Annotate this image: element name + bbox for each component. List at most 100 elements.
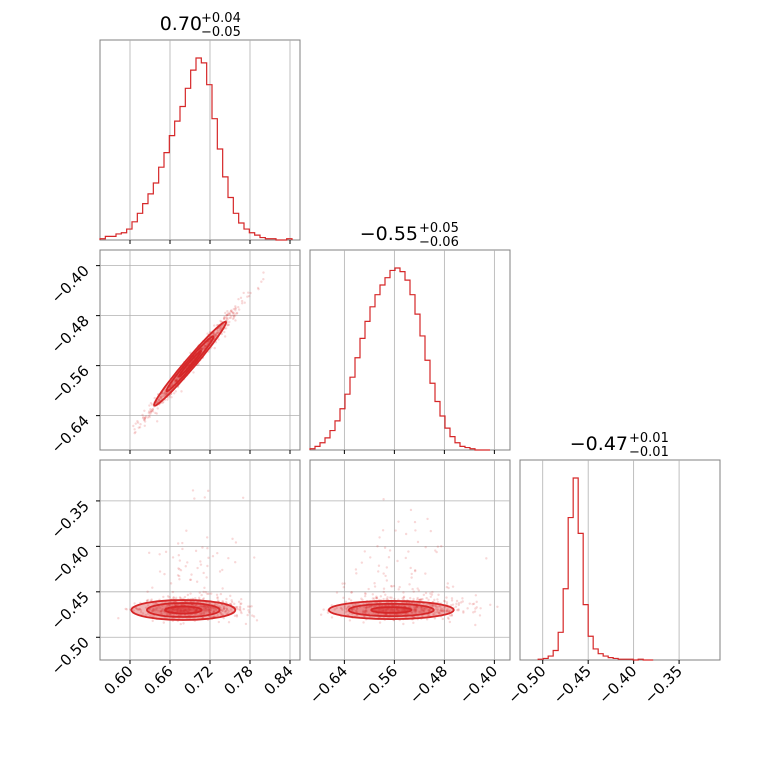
sample-point: [136, 420, 139, 423]
sample-point: [238, 608, 241, 612]
sample-point: [374, 608, 377, 612]
sample-point: [221, 568, 224, 572]
sample-point: [233, 602, 236, 606]
sample-point: [389, 584, 393, 588]
sample-point: [439, 612, 442, 615]
sample-point: [202, 612, 206, 615]
sample-point: [206, 564, 209, 568]
sample-point: [225, 317, 228, 320]
sample-point: [220, 612, 223, 616]
sample-point: [262, 271, 265, 274]
sample-point: [207, 489, 210, 493]
sample-point: [235, 615, 239, 618]
sample-point: [224, 327, 228, 330]
sample-point: [440, 609, 443, 612]
sample-point: [228, 313, 231, 316]
sample-point: [178, 607, 181, 610]
sample-point: [419, 606, 422, 609]
sample-point: [237, 297, 240, 301]
density-contour: [164, 605, 203, 615]
sample-point: [214, 333, 218, 336]
sample-point: [421, 609, 424, 612]
sample-point: [485, 557, 488, 560]
sample-point: [204, 605, 207, 608]
sample-point: [386, 604, 389, 607]
sample-point: [446, 582, 449, 585]
sample-point: [342, 585, 346, 589]
sample-point: [224, 311, 227, 315]
sample-point: [438, 609, 442, 612]
sample-point: [420, 607, 423, 610]
sample-point: [383, 546, 387, 549]
sample-point: [143, 409, 146, 412]
sample-point: [139, 610, 143, 614]
sample-point: [385, 597, 388, 601]
sample-point: [229, 310, 232, 313]
sample-point: [178, 603, 181, 606]
sample-point: [234, 305, 237, 308]
sample-point: [144, 416, 147, 419]
sample-point: [225, 612, 228, 615]
sample-point: [376, 613, 379, 616]
sample-point: [143, 417, 147, 420]
sample-point: [184, 608, 188, 612]
sample-point: [183, 595, 187, 599]
sample-point: [231, 311, 235, 314]
sample-point: [146, 416, 150, 419]
sample-point: [225, 607, 228, 610]
sample-point: [137, 608, 140, 612]
sample-point: [459, 601, 463, 604]
sample-point: [145, 599, 149, 602]
sample-point: [342, 596, 345, 599]
x-tick-label: 0.60: [100, 662, 136, 698]
sample-point: [413, 608, 416, 612]
sample-point: [385, 609, 388, 612]
sample-point: [208, 609, 211, 612]
sample-point: [404, 532, 408, 536]
sample-point: [218, 570, 222, 573]
sample-point: [215, 334, 218, 337]
sample-point: [451, 603, 455, 606]
sample-point: [367, 605, 371, 609]
sample-point: [173, 608, 176, 611]
sample-point: [184, 609, 188, 612]
sample-point: [392, 584, 396, 588]
sample-point: [207, 341, 210, 344]
sample-point: [229, 594, 232, 598]
sample-point: [250, 605, 253, 608]
sample-point: [360, 597, 363, 600]
sample-point: [373, 605, 376, 608]
sample-point: [200, 605, 203, 609]
sample-point: [223, 610, 227, 613]
sample-point: [173, 378, 177, 382]
sample-point: [418, 598, 421, 602]
sample-point: [412, 609, 415, 612]
sample-point: [182, 609, 185, 612]
scatter-points: [132, 271, 265, 435]
sample-point: [421, 606, 424, 609]
sample-point: [212, 610, 216, 613]
sample-point: [402, 622, 405, 626]
sample-point: [450, 613, 454, 617]
sample-point: [373, 582, 376, 585]
y-tick-label: −0.35: [48, 497, 93, 542]
sample-point: [206, 607, 209, 611]
sample-point: [178, 578, 181, 581]
sample-point: [255, 619, 259, 622]
sample-point: [159, 609, 163, 613]
sample-point: [185, 529, 188, 532]
sample-point: [382, 498, 385, 501]
sample-point: [220, 608, 223, 612]
sample-point: [446, 616, 450, 619]
sample-point: [202, 604, 205, 608]
sample-point: [183, 607, 187, 610]
sample-point: [364, 607, 368, 610]
sample-point: [216, 551, 219, 555]
sample-point: [475, 606, 478, 609]
sample-point: [176, 574, 180, 577]
sample-point: [143, 417, 147, 420]
density-contour: [347, 602, 435, 618]
sample-point: [402, 595, 406, 599]
sample-point: [219, 606, 222, 609]
sample-point: [222, 607, 226, 611]
